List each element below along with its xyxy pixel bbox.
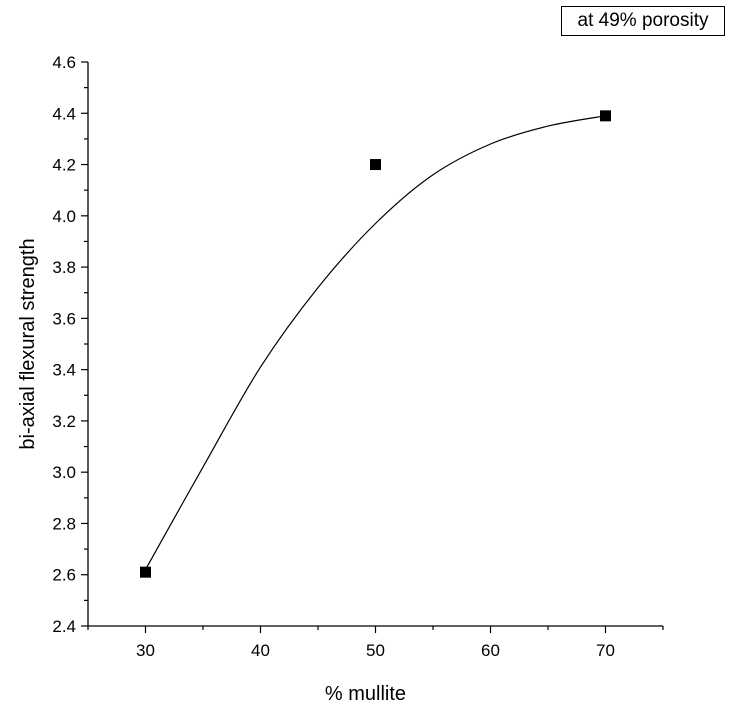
y-tick-label: 4.0 (52, 207, 76, 226)
y-tick-label: 3.8 (52, 258, 76, 277)
y-tick-label: 3.4 (52, 361, 76, 380)
data-point-marker (140, 566, 151, 578)
y-tick-label: 3.6 (52, 309, 76, 328)
y-tick-label: 3.0 (52, 463, 76, 482)
data-point-marker (600, 110, 611, 122)
y-tick-label: 3.2 (52, 412, 76, 431)
x-tick-label: 50 (366, 641, 385, 660)
x-axis-title: % mullite (325, 683, 406, 705)
y-tick-label: 2.4 (52, 617, 76, 636)
y-tick-label: 4.4 (52, 104, 76, 123)
y-axis-title: bi-axial flexural strength (17, 238, 39, 449)
x-tick-label: 30 (136, 641, 155, 660)
y-tick-label: 4.2 (52, 156, 76, 175)
x-tick-label: 70 (596, 641, 615, 660)
x-tick-label: 60 (481, 641, 500, 660)
y-tick-label: 2.6 (52, 566, 76, 585)
x-tick-label: 40 (251, 641, 270, 660)
y-tick-label: 4.6 (52, 53, 76, 72)
data-point-marker (370, 159, 381, 171)
y-tick-label: 2.8 (52, 514, 76, 533)
porosity-annotation: at 49% porosity (561, 6, 725, 36)
fit-curve-line (144, 115, 606, 570)
